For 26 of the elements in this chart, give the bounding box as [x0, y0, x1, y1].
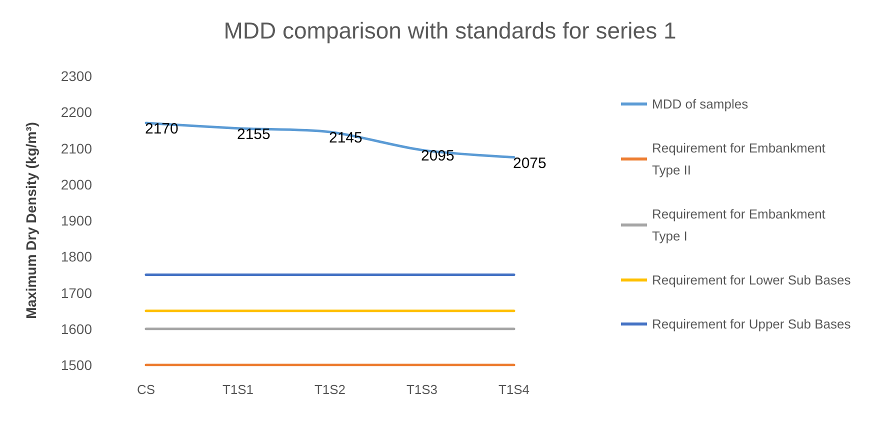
y-axis-title: Maximum Dry Density (kg/m³): [23, 122, 39, 319]
data-label: 2095: [421, 148, 454, 165]
data-label: 2170: [145, 120, 178, 138]
y-tick-label: 1500: [60, 357, 92, 373]
x-tick-label: T1S1: [222, 382, 254, 397]
chart-title: MDD comparison with standards for series 1: [224, 18, 676, 44]
y-tick-label: 2000: [60, 176, 92, 192]
legend-label: Requirement for Upper Sub Bases: [652, 316, 852, 332]
y-tick-label: 2100: [60, 140, 92, 156]
line-series: [144, 122, 516, 159]
y-tick-label: 1800: [60, 248, 92, 265]
legend-label: Requirement for Embankment Type I: [652, 206, 830, 244]
y-tick-label: 1600: [60, 320, 92, 337]
x-tick-label: T1S3: [406, 382, 438, 397]
y-tick-label: 1900: [60, 212, 92, 228]
data-label: 2075: [513, 154, 546, 172]
legend-label: MDD of samples: [652, 96, 749, 112]
y-tick-label: 2200: [60, 104, 92, 120]
y-tick-label: 1700: [60, 284, 92, 301]
legend-label: Requirement for Embankment Type II: [652, 140, 830, 178]
legend-label: Requirement for Lower Sub Bases: [652, 272, 852, 288]
data-label: 2155: [237, 126, 270, 143]
x-tick-label: T1S4: [498, 382, 530, 397]
x-tick-label: T1S2: [314, 382, 346, 397]
y-tick-label: 2300: [60, 68, 92, 84]
x-tick-label: CS: [136, 382, 156, 397]
